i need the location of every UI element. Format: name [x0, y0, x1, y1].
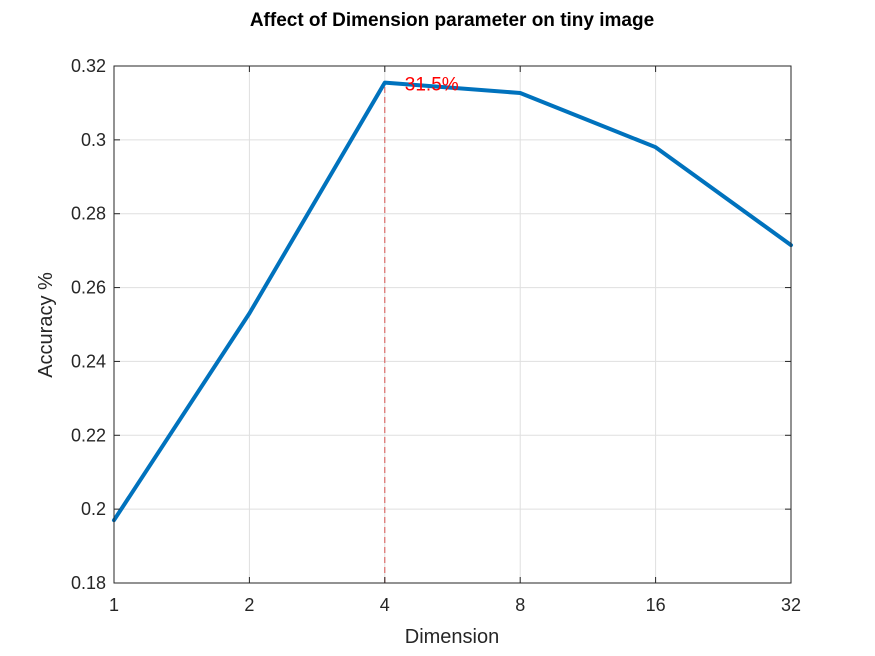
chart-title: Affect of Dimension parameter on tiny im… — [250, 10, 654, 31]
y-tick-label: 0.28 — [71, 204, 106, 224]
data-point — [383, 81, 387, 85]
x-tick-label: 8 — [515, 595, 525, 615]
x-axis-title: Dimension — [405, 626, 499, 648]
x-tick-label: 2 — [244, 595, 254, 615]
series-line — [112, 80, 793, 523]
plot-border — [113, 65, 792, 584]
y-tick-label: 0.22 — [71, 425, 106, 445]
y-tick-label: 0.18 — [71, 573, 106, 593]
series-layer — [112, 80, 793, 523]
x-tick-labels: 1 2 4 8 16 32 — [109, 595, 801, 615]
y-axis-title: Accuracy % — [35, 272, 57, 378]
y-tick-labels: 0.18 0.2 0.22 0.24 0.26 0.28 0.3 0.32 — [71, 56, 106, 593]
annotation-label: 31.5% — [405, 75, 459, 96]
y-tick-label: 0.3 — [81, 130, 106, 150]
grid — [114, 66, 791, 583]
x-tick-label: 4 — [380, 595, 390, 615]
annotation-text-layer: 31.5% — [405, 75, 459, 96]
y-tick-label: 0.32 — [71, 56, 106, 76]
data-point — [654, 145, 658, 149]
y-tick-label: 0.24 — [71, 351, 106, 371]
x-tick-label: 32 — [781, 595, 801, 615]
data-point — [247, 311, 251, 315]
ticks — [113, 65, 792, 584]
y-tick-label: 0.2 — [81, 499, 106, 519]
plot-area — [114, 66, 791, 583]
data-point — [518, 91, 522, 95]
y-tick-label: 0.26 — [71, 278, 106, 298]
x-tick-label: 16 — [646, 595, 666, 615]
x-tick-label: 1 — [109, 595, 119, 615]
